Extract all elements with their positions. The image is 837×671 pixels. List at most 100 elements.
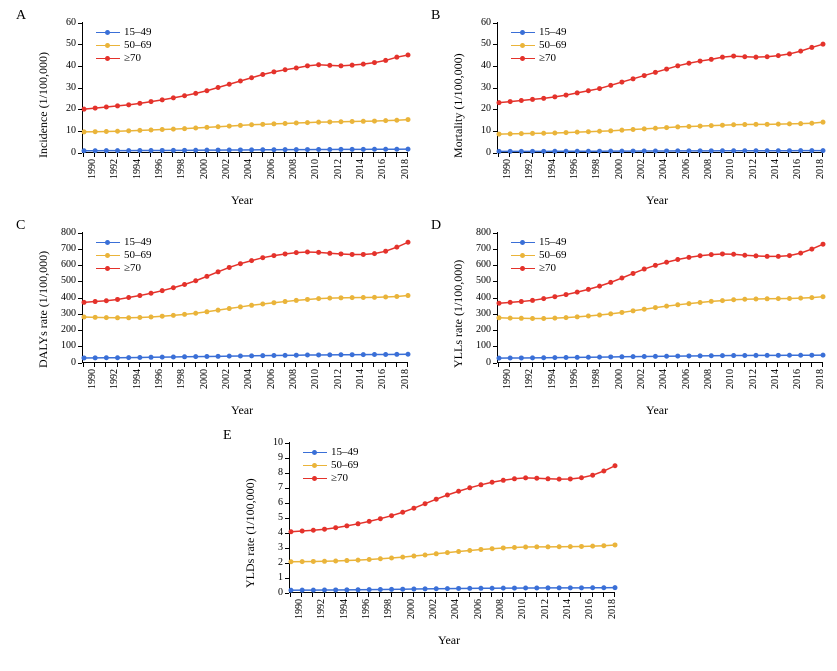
x-tick-label: 1998: [176, 369, 187, 397]
y-tick: [493, 233, 497, 234]
y-tick-label: 10: [463, 125, 491, 136]
series-marker-50-69: [586, 129, 591, 134]
series-marker-50-69: [787, 121, 792, 126]
legend-marker-icon: [105, 240, 110, 245]
x-tick: [610, 363, 611, 367]
y-tick-label: 10: [48, 125, 76, 136]
y-tick: [493, 88, 497, 89]
series-marker-70+: [478, 482, 483, 487]
x-tick: [822, 363, 823, 367]
series-marker-50-69: [456, 549, 461, 554]
y-tick-label: 50: [48, 38, 76, 49]
series-marker-50-69: [434, 551, 439, 556]
series-marker-50-69: [322, 559, 327, 564]
series-marker-70+: [653, 70, 658, 75]
x-tick-label: 2008: [703, 159, 714, 187]
series-marker-50-69: [249, 122, 254, 127]
legend-label: 50–69: [331, 459, 359, 472]
x-tick-label: 2012: [333, 159, 344, 187]
series-marker-15-49: [82, 355, 87, 360]
x-tick: [643, 153, 644, 157]
x-tick-label: 2000: [614, 159, 625, 187]
y-tick: [493, 346, 497, 347]
series-marker-15-49: [406, 147, 411, 152]
series-marker-50-69: [305, 297, 310, 302]
legend-line-icon: [511, 58, 535, 59]
series-line-50-69: [84, 296, 408, 318]
series-marker-50-69: [664, 125, 669, 130]
series-marker-50-69: [406, 117, 411, 122]
x-tick: [94, 363, 95, 367]
series-marker-50-69: [709, 123, 714, 128]
legend: 15–4950–69≥70: [96, 26, 152, 65]
series-marker-15-49: [383, 352, 388, 357]
series-marker-70+: [193, 278, 198, 283]
x-tick: [324, 593, 325, 597]
series-marker-70+: [238, 261, 243, 266]
series-marker-70+: [586, 287, 591, 292]
x-tick: [603, 593, 604, 597]
legend-label: 15–49: [331, 446, 359, 459]
x-tick-label: 1992: [524, 159, 535, 187]
y-tick-label: 400: [463, 292, 491, 303]
x-tick: [621, 153, 622, 157]
series-marker-50-69: [283, 299, 288, 304]
series-marker-15-49: [182, 354, 187, 359]
legend-line-icon: [303, 465, 327, 466]
series-line-50-69: [499, 122, 823, 134]
x-tick: [351, 153, 352, 157]
series-marker-50-69: [608, 128, 613, 133]
legend-label: 50–69: [539, 249, 567, 262]
series-marker-15-49: [372, 352, 377, 357]
series-marker-50-69: [327, 119, 332, 124]
x-tick: [733, 363, 734, 367]
legend-label: 15–49: [539, 26, 567, 39]
series-marker-50-69: [327, 296, 332, 301]
x-tick: [273, 363, 274, 367]
x-tick: [379, 593, 380, 597]
x-axis-label: Year: [438, 633, 460, 648]
series-marker-50-69: [423, 553, 428, 558]
series-marker-50-69: [809, 121, 814, 126]
series-marker-70+: [798, 251, 803, 256]
series-marker-50-69: [149, 127, 154, 132]
series-marker-50-69: [204, 309, 209, 314]
x-tick: [172, 153, 173, 157]
y-tick: [493, 314, 497, 315]
x-tick: [407, 363, 408, 367]
x-tick-label: 2010: [517, 599, 528, 627]
series-marker-50-69: [350, 295, 355, 300]
x-tick: [688, 363, 689, 367]
series-marker-15-49: [541, 355, 546, 360]
series-marker-70+: [698, 59, 703, 64]
series-marker-70+: [664, 67, 669, 72]
series-marker-15-49: [367, 587, 372, 592]
series-marker-50-69: [552, 316, 557, 321]
series-marker-70+: [798, 49, 803, 54]
series-marker-15-49: [664, 354, 669, 359]
x-tick: [329, 153, 330, 157]
series-marker-50-69: [631, 308, 636, 313]
series-marker-15-49: [545, 585, 550, 590]
series-marker-15-49: [316, 147, 321, 152]
series-marker-15-49: [508, 356, 513, 361]
x-tick-label: 1998: [591, 159, 602, 187]
series-marker-15-49: [394, 147, 399, 152]
series-marker-15-49: [608, 354, 613, 359]
series-marker-50-69: [227, 306, 232, 311]
series-marker-15-49: [445, 586, 450, 591]
series-marker-70+: [361, 62, 366, 67]
series-marker-70+: [406, 240, 411, 245]
x-tick: [800, 363, 801, 367]
y-tick: [493, 330, 497, 331]
series-marker-15-49: [361, 352, 366, 357]
series-marker-15-49: [383, 147, 388, 152]
series-marker-50-69: [597, 129, 602, 134]
series-marker-15-49: [478, 586, 483, 591]
x-tick: [744, 153, 745, 157]
legend-label: ≥70: [539, 52, 556, 65]
series-marker-50-69: [664, 304, 669, 309]
series-marker-50-69: [389, 556, 394, 561]
x-tick-label: 1998: [591, 369, 602, 397]
series-marker-70+: [204, 88, 209, 93]
